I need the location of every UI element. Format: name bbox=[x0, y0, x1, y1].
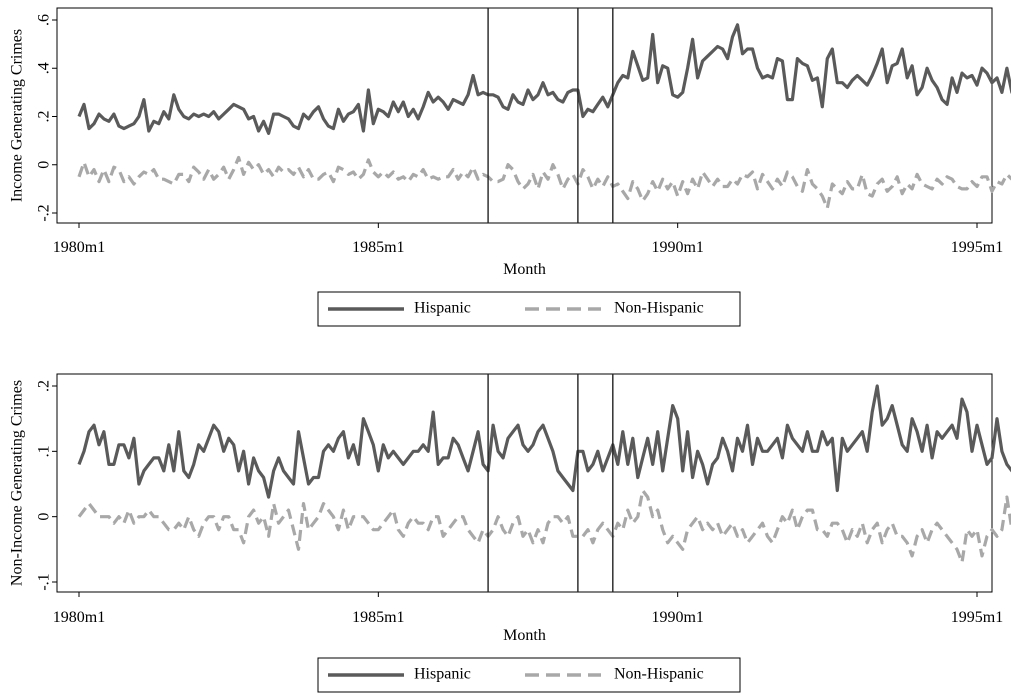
y-tick-label: -.1 bbox=[36, 573, 53, 590]
y-axis-title: Non-Income Generating Crimes bbox=[9, 380, 26, 586]
series-line-non-hispanic bbox=[77, 488, 1011, 565]
x-tick-label: 1990m1 bbox=[651, 239, 703, 256]
x-tick-label: 1985m1 bbox=[352, 609, 404, 626]
y-tick-label: .2 bbox=[36, 380, 53, 392]
y-tick-label: .6 bbox=[36, 14, 53, 26]
x-axis-title: Month bbox=[503, 261, 546, 278]
x-tick-label: 1980m1 bbox=[53, 239, 105, 256]
y-tick-label: .4 bbox=[36, 62, 53, 74]
legend: Hispanic Non-Hispanic bbox=[317, 291, 741, 327]
y-tick-label: 0 bbox=[36, 161, 53, 169]
legend-label: Hispanic bbox=[414, 666, 471, 683]
legend-label: Non-Hispanic bbox=[614, 300, 704, 317]
chart-panel-1: -.2 0 .2 .4 .6 Income Generating Crimes 1980m1… bbox=[9, 7, 1011, 327]
y-tick-label: 0 bbox=[36, 513, 53, 521]
plot-frame bbox=[56, 373, 993, 593]
legend-label: Non-Hispanic bbox=[614, 666, 704, 683]
x-axis-title: Month bbox=[503, 627, 546, 644]
legend: Hispanic Non-Hispanic bbox=[317, 657, 741, 693]
y-tick-label: -.2 bbox=[36, 204, 53, 221]
y-tick-label: .2 bbox=[36, 111, 53, 123]
x-tick-label: 1990m1 bbox=[651, 609, 703, 626]
legend-label: Hispanic bbox=[414, 300, 471, 317]
x-tick-label: 1995m1 bbox=[951, 239, 1003, 256]
chart-panel-2: -.1 0 .1 .2 Non-Income Generating Crimes 1980… bbox=[9, 373, 1011, 693]
x-tick-label: 1995m1 bbox=[951, 609, 1003, 626]
y-tick-label: .1 bbox=[36, 445, 53, 457]
series-line-hispanic bbox=[77, 23, 1011, 135]
x-tick-label: 1985m1 bbox=[352, 239, 404, 256]
series-line-non-hispanic bbox=[77, 155, 1011, 210]
x-tick-label: 1980m1 bbox=[53, 609, 105, 626]
series-line-hispanic bbox=[77, 384, 1011, 499]
y-axis-title: Income Generating Crimes bbox=[9, 29, 26, 202]
